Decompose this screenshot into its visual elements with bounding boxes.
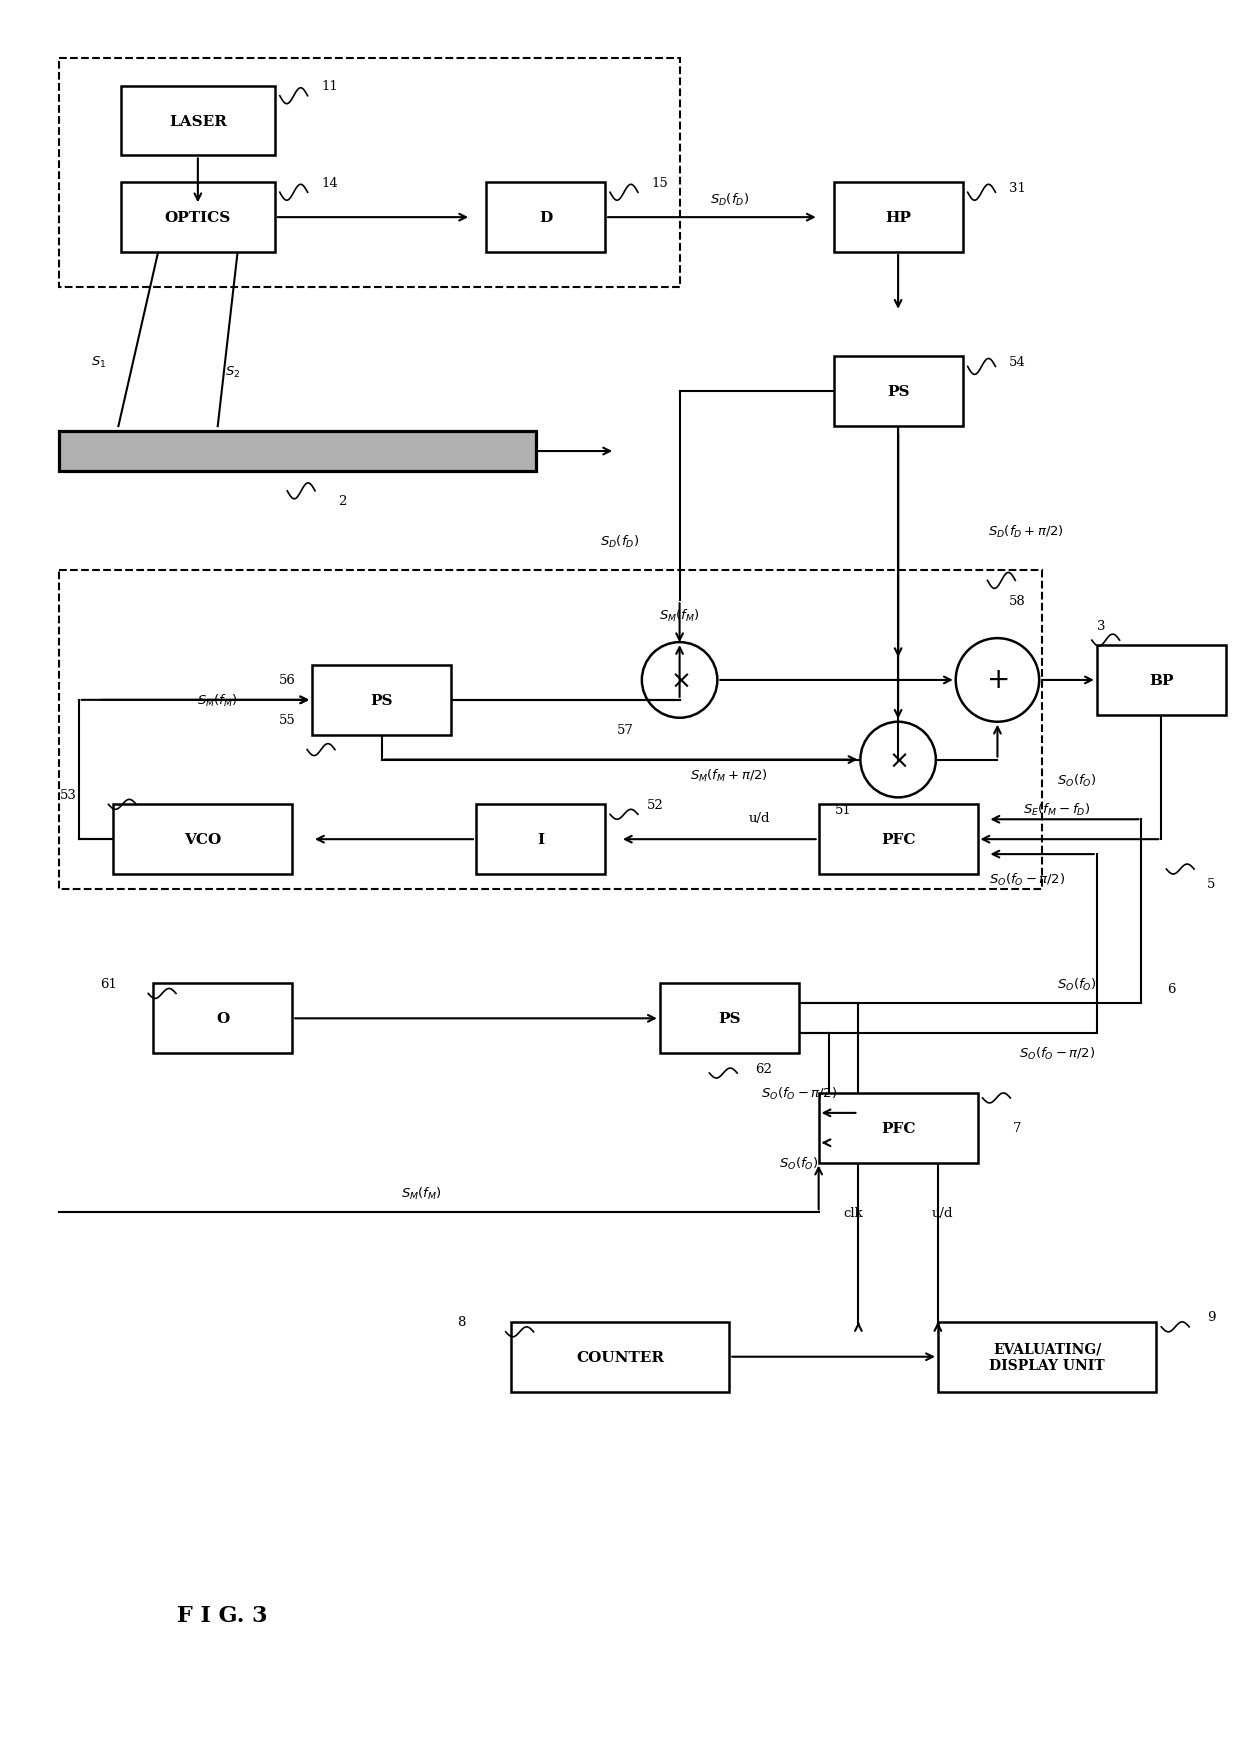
Text: $\times$: $\times$ xyxy=(670,669,689,693)
Text: 2: 2 xyxy=(337,495,346,507)
Bar xyxy=(120,86,275,156)
Text: $S_O(f_O - \pi/2)$: $S_O(f_O - \pi/2)$ xyxy=(760,1085,837,1102)
Text: 54: 54 xyxy=(1009,356,1025,369)
Text: $S_O(f_O)$: $S_O(f_O)$ xyxy=(1058,772,1096,788)
Text: $S_E(f_M - f_D)$: $S_E(f_M - f_D)$ xyxy=(1023,802,1091,818)
Text: 51: 51 xyxy=(835,804,852,816)
Text: PFC: PFC xyxy=(880,832,915,846)
Text: $S_M(f_M)$: $S_M(f_M)$ xyxy=(197,693,238,709)
Text: 5: 5 xyxy=(1207,878,1215,892)
Bar xyxy=(120,183,275,253)
Text: $\times$: $\times$ xyxy=(888,748,908,772)
Text: $S_O(f_O - \pi/2)$: $S_O(f_O - \pi/2)$ xyxy=(1019,1046,1095,1062)
Text: F I G. 3: F I G. 3 xyxy=(177,1604,268,1627)
Bar xyxy=(833,183,962,253)
Text: $S_D(f_D)$: $S_D(f_D)$ xyxy=(600,534,640,549)
Text: HP: HP xyxy=(885,211,911,225)
Bar xyxy=(58,570,1042,890)
Text: VCO: VCO xyxy=(185,832,222,846)
Text: 53: 53 xyxy=(61,788,77,802)
Bar xyxy=(1096,646,1226,716)
Bar xyxy=(511,1322,729,1392)
Text: 14: 14 xyxy=(321,177,337,190)
Text: 62: 62 xyxy=(755,1062,773,1076)
Text: 58: 58 xyxy=(1009,595,1025,607)
Text: 31: 31 xyxy=(1009,183,1025,195)
Text: PFC: PFC xyxy=(880,1121,915,1135)
Bar xyxy=(113,806,293,874)
Text: 8: 8 xyxy=(456,1316,465,1329)
Bar xyxy=(818,1093,977,1164)
Text: PS: PS xyxy=(887,384,909,398)
Text: 57: 57 xyxy=(616,723,634,737)
Text: OPTICS: OPTICS xyxy=(165,211,231,225)
Text: 15: 15 xyxy=(651,177,668,190)
Bar xyxy=(833,358,962,426)
Text: 6: 6 xyxy=(1167,983,1176,995)
Bar xyxy=(154,985,293,1053)
Text: 9: 9 xyxy=(1207,1311,1215,1323)
Bar xyxy=(660,985,799,1053)
Text: 61: 61 xyxy=(100,978,117,990)
Bar xyxy=(486,183,605,253)
Text: $S_1$: $S_1$ xyxy=(91,355,107,370)
Text: u/d: u/d xyxy=(932,1206,954,1220)
Text: PS: PS xyxy=(371,693,393,707)
Text: PS: PS xyxy=(718,1011,740,1025)
Text: 56: 56 xyxy=(279,674,295,686)
Text: EVALUATING/
DISPLAY UNIT: EVALUATING/ DISPLAY UNIT xyxy=(990,1343,1105,1372)
Text: 55: 55 xyxy=(279,714,295,727)
Text: $S_O(f_O - \pi/2)$: $S_O(f_O - \pi/2)$ xyxy=(990,872,1065,888)
Text: LASER: LASER xyxy=(169,114,227,128)
Text: COUNTER: COUNTER xyxy=(577,1350,663,1364)
Text: 52: 52 xyxy=(646,799,663,811)
Text: 3: 3 xyxy=(1097,620,1106,632)
Bar xyxy=(312,665,451,735)
Text: 11: 11 xyxy=(321,81,337,93)
Text: $S_2$: $S_2$ xyxy=(224,365,241,379)
Text: I: I xyxy=(537,832,544,846)
Text: D: D xyxy=(539,211,552,225)
Text: $S_D(f_D)$: $S_D(f_D)$ xyxy=(709,191,749,209)
Text: $S_M(f_M)$: $S_M(f_M)$ xyxy=(401,1185,441,1200)
Bar xyxy=(58,432,536,472)
Text: $S_O(f_O)$: $S_O(f_O)$ xyxy=(1058,976,1096,992)
Text: u/d: u/d xyxy=(748,811,770,825)
Text: $S_M(f_M + \pi/2)$: $S_M(f_M + \pi/2)$ xyxy=(691,767,768,783)
Bar xyxy=(58,60,680,288)
Text: $S_D(f_D + \pi/2)$: $S_D(f_D + \pi/2)$ xyxy=(987,523,1064,539)
Text: 7: 7 xyxy=(1013,1121,1022,1135)
Text: $+$: $+$ xyxy=(986,667,1008,693)
Bar xyxy=(818,806,977,874)
Bar xyxy=(937,1322,1157,1392)
Text: O: O xyxy=(216,1011,229,1025)
Text: clk: clk xyxy=(843,1206,863,1220)
Text: BP: BP xyxy=(1149,674,1173,688)
Text: $S_O(f_O)$: $S_O(f_O)$ xyxy=(779,1155,818,1171)
Bar xyxy=(476,806,605,874)
Text: $S_M(f_M)$: $S_M(f_M)$ xyxy=(660,607,701,625)
